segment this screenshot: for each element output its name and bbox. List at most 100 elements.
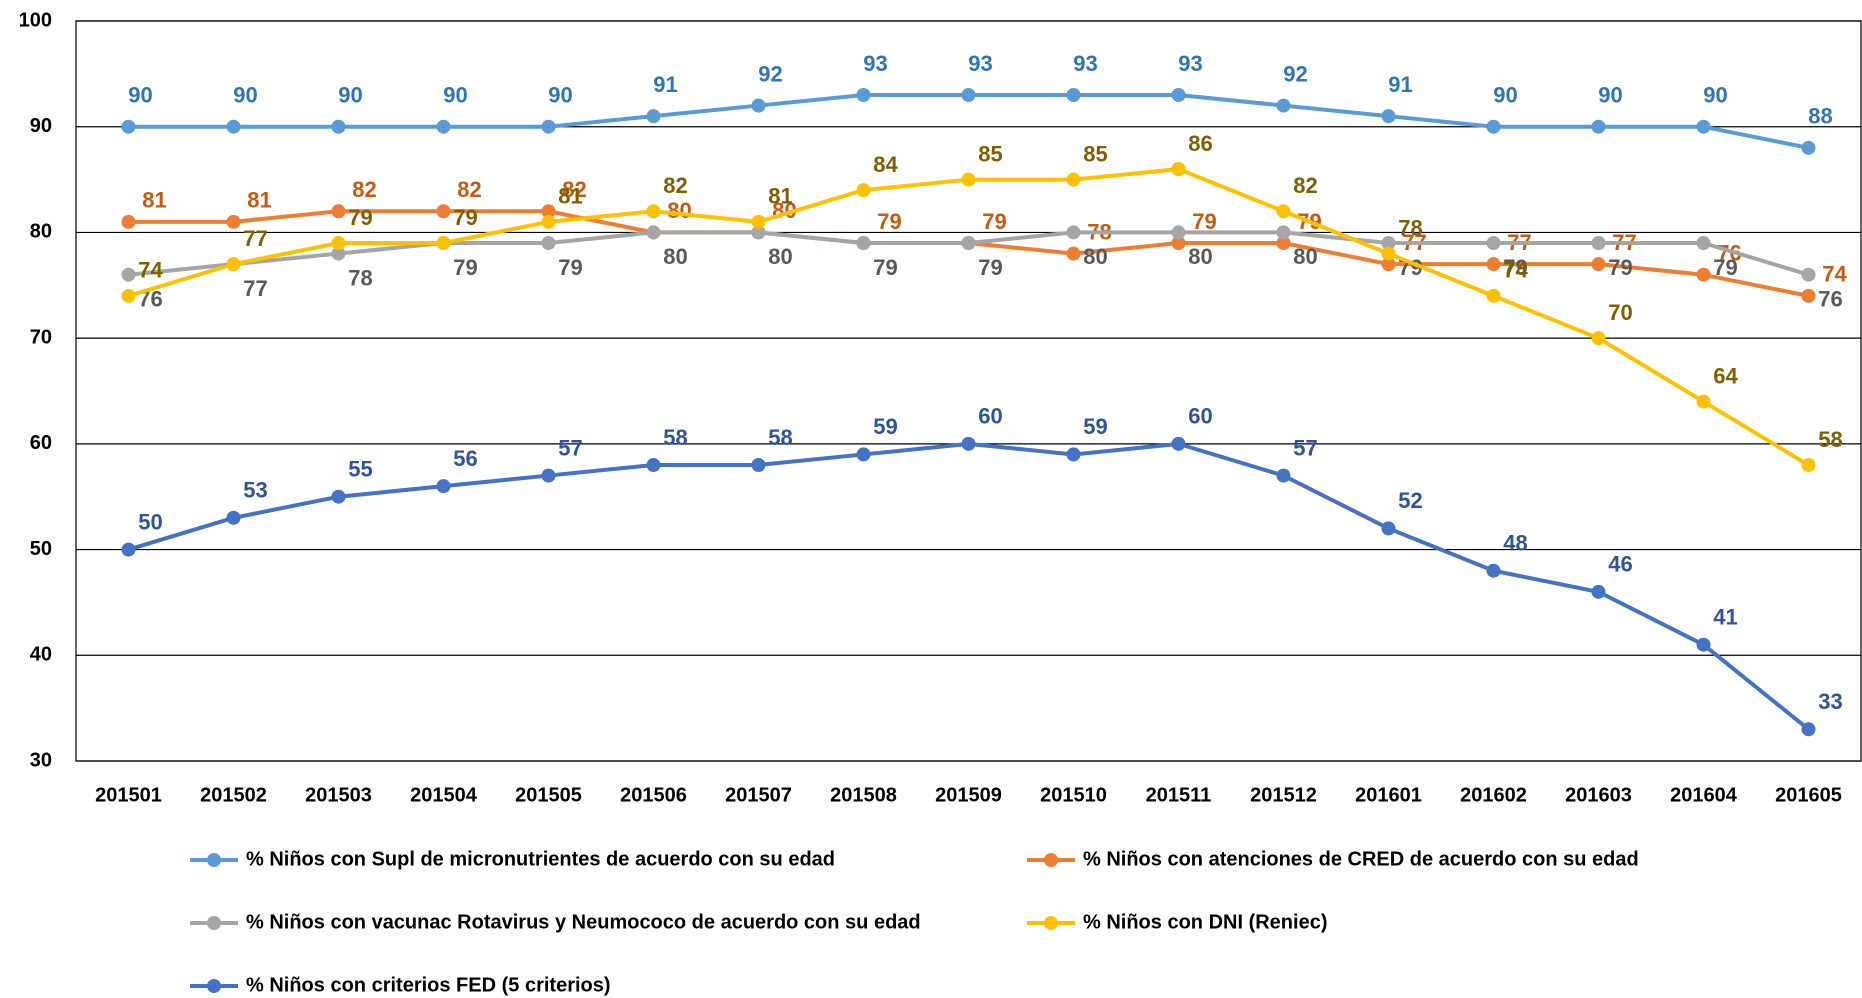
- data-label: 80: [1293, 244, 1317, 269]
- data-label: 33: [1818, 689, 1842, 714]
- data-label: 74: [1822, 262, 1847, 287]
- data-label: 79: [877, 209, 901, 234]
- data-label: 57: [558, 435, 582, 460]
- data-label: 90: [233, 83, 257, 108]
- data-label: 82: [352, 177, 376, 202]
- legend-marker: [207, 979, 221, 993]
- legend-marker: [1044, 916, 1058, 930]
- data-label: 92: [758, 61, 782, 86]
- x-tick-label: 201507: [725, 784, 792, 806]
- data-label: 74: [138, 258, 163, 283]
- data-point: [1801, 458, 1816, 472]
- data-point: [331, 489, 346, 504]
- data-label: 79: [453, 255, 477, 280]
- data-label: 90: [338, 83, 362, 108]
- data-label: 58: [1818, 427, 1842, 452]
- data-point: [121, 542, 136, 557]
- data-label: 56: [453, 446, 477, 471]
- x-tick-label: 201506: [620, 784, 687, 806]
- data-label: 59: [1083, 414, 1107, 439]
- data-point: [226, 214, 241, 229]
- data-label: 93: [968, 51, 992, 76]
- data-point: [856, 183, 871, 198]
- data-point: [1381, 257, 1396, 272]
- data-point: [751, 98, 766, 113]
- data-point: [961, 436, 976, 451]
- data-point: [331, 119, 346, 134]
- data-label: 79: [1192, 209, 1216, 234]
- x-tick-label: 201501: [95, 784, 162, 806]
- series-line: [127, 441, 1810, 731]
- data-label: 85: [1083, 141, 1107, 166]
- y-tick-label: 90: [30, 115, 52, 137]
- data-label: 74: [1503, 258, 1528, 283]
- legend-label: % Niños con Supl de micronutrientes de a…: [246, 848, 835, 870]
- data-point: [121, 214, 136, 229]
- data-point: [1801, 288, 1816, 303]
- data-point: [856, 88, 871, 102]
- data-label: 53: [243, 478, 267, 503]
- data-point: [436, 204, 451, 219]
- data-point: [1591, 584, 1606, 599]
- data-label: 60: [1188, 404, 1212, 429]
- data-label: 79: [558, 255, 582, 280]
- data-point: [226, 119, 241, 134]
- data-point: [751, 225, 766, 240]
- data-label: 90: [1703, 83, 1727, 108]
- data-label: 81: [142, 188, 166, 213]
- data-point: [1486, 288, 1501, 303]
- data-point: [856, 236, 871, 250]
- data-point: [1696, 637, 1711, 652]
- data-label: 91: [653, 72, 677, 97]
- data-label: 79: [1713, 255, 1737, 280]
- data-label: 90: [548, 83, 572, 108]
- data-point: [1276, 468, 1291, 483]
- data-label: 81: [768, 184, 792, 209]
- data-point: [1171, 88, 1186, 102]
- data-label: 85: [978, 141, 1002, 166]
- data-point: [1066, 88, 1081, 102]
- data-label: 81: [247, 188, 271, 213]
- y-tick-label: 80: [30, 221, 52, 243]
- data-point: [1801, 722, 1816, 737]
- data-label: 84: [873, 152, 898, 177]
- data-point: [1171, 225, 1186, 240]
- x-tick-label: 201502: [200, 784, 267, 806]
- data-point: [1696, 236, 1711, 250]
- data-point: [226, 510, 241, 525]
- data-label: 78: [1398, 215, 1422, 240]
- data-point: [751, 214, 766, 229]
- data-point: [1486, 119, 1501, 134]
- x-tick-label: 201512: [1250, 784, 1317, 806]
- data-point: [436, 479, 451, 494]
- data-label: 50: [138, 509, 162, 534]
- data-point: [1801, 267, 1816, 282]
- data-label: 82: [562, 177, 586, 202]
- data-label: 77: [243, 226, 267, 251]
- y-tick-label: 30: [30, 749, 52, 771]
- data-point: [541, 214, 556, 229]
- data-label: 80: [768, 244, 792, 269]
- data-label: 86: [1188, 131, 1212, 156]
- data-point: [1801, 140, 1816, 155]
- x-tick-label: 201508: [830, 784, 897, 806]
- legend-label: % Niños con DNI (Reniec): [1083, 911, 1327, 933]
- x-tick-label: 201604: [1670, 784, 1738, 806]
- data-label: 91: [1388, 72, 1412, 97]
- data-point: [646, 225, 661, 240]
- data-point: [1591, 257, 1606, 272]
- data-label: 80: [1188, 244, 1212, 269]
- data-label: 41: [1713, 605, 1737, 630]
- legend-label: % Niños con vacunac Rotavirus y Neumococ…: [246, 911, 921, 933]
- data-label: 79: [982, 209, 1006, 234]
- data-label: 92: [1283, 61, 1307, 86]
- data-point: [226, 257, 241, 272]
- data-point: [1171, 236, 1186, 250]
- data-label: 93: [863, 51, 887, 76]
- x-tick-label: 201504: [410, 784, 478, 806]
- data-point: [436, 119, 451, 134]
- data-label: 90: [128, 83, 152, 108]
- data-point: [1066, 246, 1081, 261]
- data-point: [646, 458, 661, 472]
